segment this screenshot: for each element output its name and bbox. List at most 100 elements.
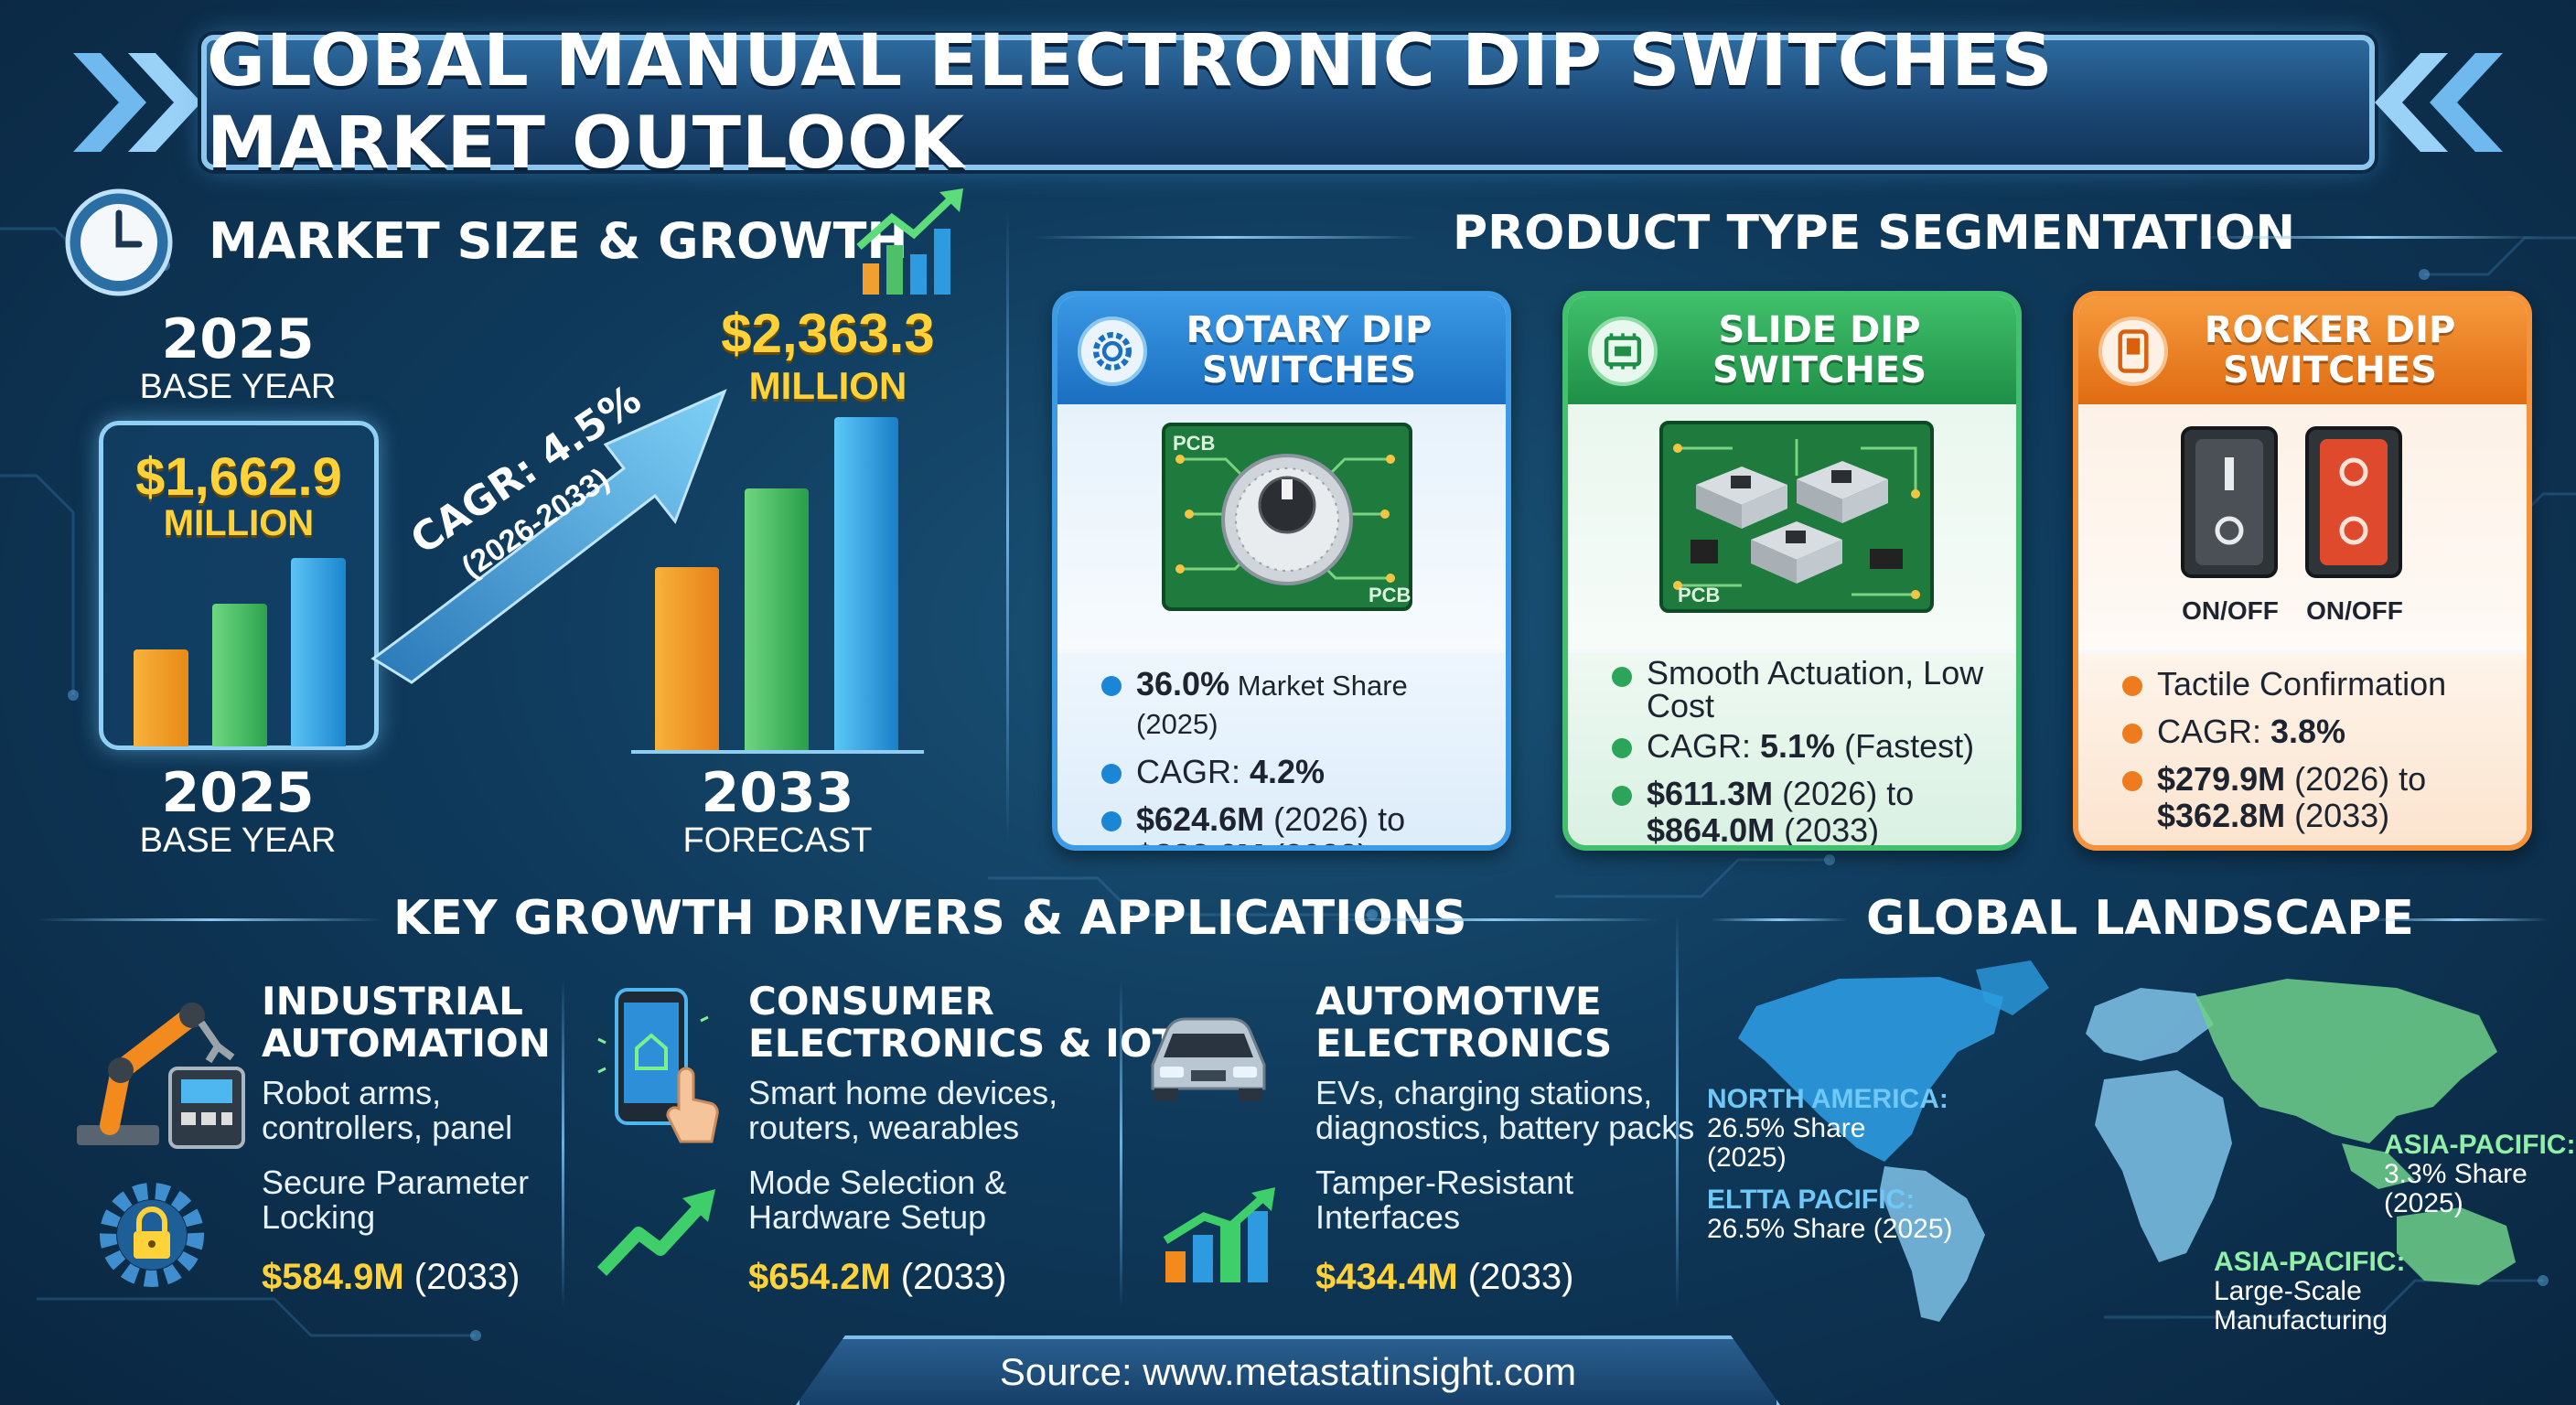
forecast-year: 2033 FORECAST (640, 765, 915, 860)
forecast-value: $2,363.3 (721, 303, 935, 364)
rocker-bullet-feature: Tactile Confirmation (2122, 666, 2499, 702)
australia-region (2397, 1207, 2516, 1285)
rotary-bullet-share: 36.0% Market Share (2025) (1101, 666, 1478, 743)
southeast-asia-region (2342, 1143, 2415, 1189)
gear-icon (1078, 316, 1147, 386)
source-text: Source: www.metastatinsight.com (999, 1350, 1577, 1393)
industrial-feature: Secure Parameter Locking (262, 1165, 529, 1235)
forecast-bar-3 (834, 417, 898, 752)
rotary-card: ROTARY DIP SWITCHES PCB PCB 36.0% Market … (1052, 291, 1511, 851)
industrial-desc-line-2: controllers, panel (262, 1109, 513, 1146)
rocker-bullets: Tactile Confirmation CAGR: 3.8% $279.9M … (2078, 653, 2527, 845)
forecast-year-value: 2033 (701, 761, 854, 825)
consumer-title-line-1: CONSUMER (748, 979, 994, 1024)
right-chevron-icon (2375, 53, 2503, 152)
rocker-value-2033: $362.8M (2157, 797, 2286, 834)
industrial-value: $584.9M (2033) (262, 1257, 520, 1298)
rocker-bullet-cagr: CAGR: 3.8% (2122, 713, 2499, 750)
rocker-cagr-label: CAGR: (2157, 713, 2271, 750)
greenland-region (1976, 960, 2049, 1015)
north-america-share: 26.5% Share (1707, 1113, 1866, 1143)
asia-pacific-share-year: (2025) (2384, 1188, 2463, 1218)
base-bar-1 (134, 649, 188, 746)
lock-gear-icon (100, 1183, 204, 1287)
eltta-pacific-share: 26.5% Share (2025) (1707, 1214, 1953, 1244)
asia-pacific-share-value: 3.3% Share (2384, 1159, 2528, 1189)
slide-switch-pcb-icon (1659, 421, 1934, 613)
south-america-region (1880, 1166, 1985, 1322)
slide-image-area: PCB (1568, 404, 2016, 649)
base-bar-2 (212, 604, 267, 746)
slide-bullet-feature: Smooth Actuation, Low Cost (1612, 657, 1989, 723)
automotive-feature-line-2: Interfaces (1315, 1198, 1461, 1236)
rocker-value-mid: (2026) to (2285, 760, 2427, 798)
rotary-bullets: 36.0% Market Share (2025) CAGR: 4.2% $62… (1057, 653, 1506, 846)
rotary-share-value: 36.0% (1136, 665, 1230, 702)
rotary-value-2026: $624.6M (1136, 800, 1265, 838)
title-banner: GLOBAL MANUAL ELECTRONIC DIP SWITCHES MA… (201, 20, 2375, 185)
rocker-switch-label-2: ON/OFF (2306, 596, 2403, 625)
africa-region (2095, 1070, 2232, 1262)
forecast-year-label: FORECAST (682, 821, 873, 860)
north-america-year: (2025) (1707, 1142, 1787, 1173)
rocker-title-line-2: SWITCHES (2222, 349, 2438, 391)
consumer-desc: Smart home devices, routers, wearables (748, 1076, 1057, 1145)
rocker-bullet-value: $279.9M (2026) to $362.8M (2033) (2122, 761, 2499, 834)
slide-value-2026: $611.3M (1647, 775, 1774, 812)
forecast-baseline (631, 750, 924, 754)
north-america-region (1738, 977, 2003, 1162)
rocker-switch-icon (2098, 316, 2168, 386)
rocker-value-end: (2033) (2285, 797, 2390, 834)
rotary-value-end: (2033) (1264, 837, 1368, 846)
bar-trend-icon (1163, 1187, 1275, 1282)
asia-pacific-mfg-region-name: ASIA-PACIFIC: (2214, 1247, 2406, 1277)
rotary-pcb-label-1: PCB (1173, 432, 1216, 455)
base-unit: MILLION (163, 503, 315, 543)
automotive-feature-line-1: Tamper-Resistant (1315, 1164, 1574, 1201)
landscape-divider (1676, 915, 1679, 1308)
forecast-unit: MILLION (748, 364, 907, 407)
consumer-title: CONSUMER ELECTRONICS & IOT (748, 981, 1178, 1065)
rocker-switch-label-1: ON/OFF (2182, 596, 2279, 625)
slide-cagr-label: CAGR: (1647, 727, 1761, 765)
slide-cagr-value: 5.1% (1760, 727, 1836, 765)
slide-cagr-note: (Fastest) (1835, 727, 1975, 765)
consumer-feature-line-2: Hardware Setup (748, 1198, 987, 1236)
consumer-title-line-2: ELECTRONICS & IOT (748, 1021, 1179, 1066)
rocker-card: ROCKER DIP SWITCHES ON/OFF ON/OFF Tactile… (2073, 291, 2532, 851)
industrial-title: INDUSTRIAL AUTOMATION (262, 981, 551, 1065)
landscape-title-line-left (1711, 918, 1848, 921)
base-year-top-value: 2025 (161, 307, 315, 371)
consumer-value-amount: $654.2M (748, 1257, 891, 1297)
rotary-bullet-cagr: CAGR: 4.2% (1101, 754, 1478, 790)
growth-chart-icon (856, 188, 963, 295)
car-icon (1151, 1017, 1266, 1101)
market-section-title: MARKET SIZE & GROWTH (209, 212, 908, 270)
industrial-desc: Robot arms, controllers, panel (262, 1076, 512, 1145)
rocker-feature: Tactile Confirmation (2157, 665, 2447, 702)
base-year-bottom-label: BASE YEAR (139, 821, 337, 860)
automotive-title-line-2: ELECTRONICS (1315, 1021, 1613, 1066)
asia-pacific-share-label: ASIA-PACIFIC: 3.3% Share (2025) (2384, 1131, 2575, 1218)
rotary-cagr-label: CAGR: (1136, 753, 1250, 790)
industrial-desc-line-1: Robot arms, (262, 1074, 442, 1111)
europe-region (2086, 988, 2214, 1061)
base-year-top-label: BASE YEAR (139, 368, 337, 406)
cagr-arrow-icon (370, 389, 727, 684)
drivers-title-line-left (37, 918, 384, 921)
drivers-divider-1 (562, 979, 564, 1308)
automotive-desc: EVs, charging stations, diagnostics, batt… (1315, 1076, 1694, 1145)
rocker-switch-off-icon (2181, 426, 2278, 578)
rotary-bullet-value: $624.6M (2026) to$832.6M (2033) (1101, 800, 1478, 846)
drivers-title-line-right (1328, 918, 1658, 921)
industrial-title-line-1: INDUSTRIAL (262, 979, 523, 1024)
automotive-feature: Tamper-Resistant Interfaces (1315, 1165, 1573, 1235)
rotary-pcb-label-2: PCB (1368, 584, 1411, 606)
page-title: GLOBAL MANUAL ELECTRONIC DIP SWITCHES MA… (207, 20, 2054, 185)
robot-arm-icon (77, 1003, 245, 1149)
consumer-value-year: (2033) (890, 1257, 1007, 1297)
base-year-bottom-value: 2025 (161, 761, 315, 825)
market-divider (1006, 210, 1009, 842)
eltta-pacific-label: ELTTA PACIFIC: 26.5% Share (2025) (1707, 1185, 1953, 1244)
slide-title-line-2: SWITCHES (1712, 349, 1927, 391)
